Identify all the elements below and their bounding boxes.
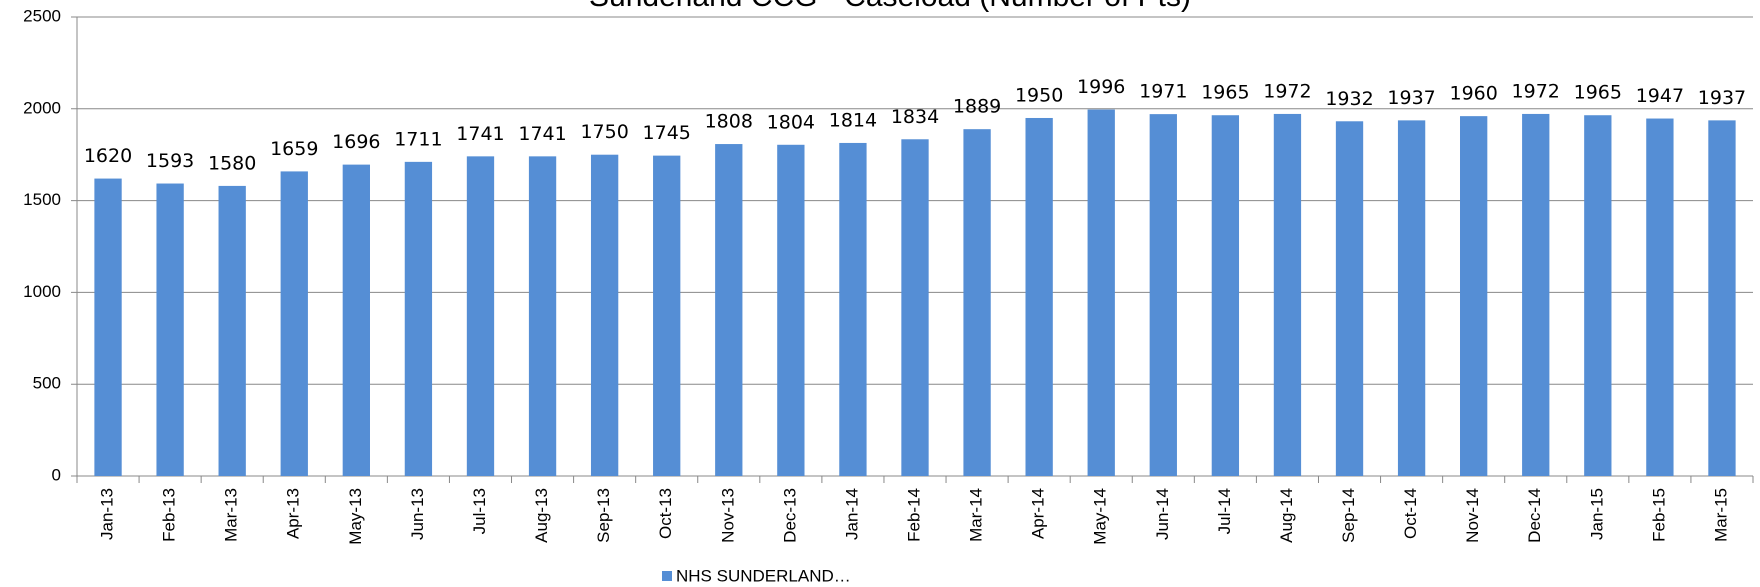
x-tick-label: Jan-13 <box>98 488 117 540</box>
value-label: 1972 <box>1512 80 1560 102</box>
value-label: 1620 <box>84 145 132 167</box>
bar <box>466 156 495 476</box>
value-label: 1745 <box>643 122 691 144</box>
bar <box>901 139 929 477</box>
bar <box>94 178 122 476</box>
x-tick-label: Mar-15 <box>1711 488 1730 542</box>
bar <box>777 144 805 477</box>
bar <box>1025 117 1053 476</box>
bar <box>715 144 743 476</box>
x-tick-label: Dec-14 <box>1525 488 1544 543</box>
bar <box>1460 116 1488 477</box>
bar <box>1397 120 1426 477</box>
x-tick-label: Jul-13 <box>470 488 489 534</box>
x-tick-label: Jun-14 <box>1153 488 1172 540</box>
value-label: 1971 <box>1139 81 1187 103</box>
x-tick-label: Sep-14 <box>1339 488 1358 543</box>
x-tick-label: Jun-13 <box>408 488 427 540</box>
x-tick-label: Oct-14 <box>1401 488 1420 539</box>
x-tick-label: Oct-13 <box>656 488 675 539</box>
x-tick-label: Feb-13 <box>160 488 179 542</box>
value-label: 1580 <box>208 152 256 174</box>
legend-label: NHS SUNDERLAND… <box>676 566 851 585</box>
bar <box>280 171 308 476</box>
y-tick-label: 0 <box>52 465 61 484</box>
bar <box>653 155 681 477</box>
bar <box>1087 109 1115 477</box>
bar <box>156 183 184 476</box>
x-tick-label: Aug-13 <box>532 488 551 543</box>
value-label: 1696 <box>332 131 380 153</box>
value-label: 1932 <box>1325 88 1373 110</box>
y-tick-label: 2500 <box>23 6 61 25</box>
x-tick-label: Feb-15 <box>1649 488 1668 542</box>
bar <box>963 129 991 476</box>
value-label: 1711 <box>394 128 442 150</box>
bar <box>342 164 370 477</box>
bar <box>1149 114 1177 477</box>
bar <box>528 156 557 476</box>
value-label: 1960 <box>1449 83 1497 105</box>
y-tick-label: 500 <box>33 374 61 393</box>
bar <box>1522 113 1550 477</box>
x-tick-label: Jul-14 <box>1215 488 1234 534</box>
x-tick-label: Mar-13 <box>222 488 241 542</box>
value-label: 1750 <box>580 121 628 143</box>
value-label: 1937 <box>1387 87 1435 109</box>
value-label: 1814 <box>829 109 877 131</box>
value-label: 1937 <box>1698 87 1746 109</box>
bar <box>404 161 433 476</box>
x-tick-label: Jan-14 <box>842 488 861 540</box>
bar <box>1584 115 1612 476</box>
legend-swatch <box>662 571 672 581</box>
bar <box>1273 113 1302 477</box>
x-tick-label: Mar-14 <box>967 488 986 542</box>
value-label: 1741 <box>456 123 504 145</box>
value-label: 1965 <box>1201 82 1249 104</box>
bar <box>1646 118 1674 477</box>
value-label: 1996 <box>1077 76 1125 98</box>
x-tick-label: Nov-14 <box>1463 488 1482 543</box>
value-label: 1965 <box>1574 82 1622 104</box>
x-tick-label: Feb-14 <box>904 488 923 542</box>
bar <box>218 185 246 477</box>
bar <box>1335 121 1364 477</box>
value-label: 1972 <box>1263 80 1311 102</box>
x-tick-label: Jan-15 <box>1587 488 1606 540</box>
value-label: 1808 <box>705 111 753 133</box>
value-label: 1593 <box>146 150 194 172</box>
bar <box>590 154 619 476</box>
x-tick-label: May-13 <box>346 488 365 545</box>
value-label: 1741 <box>518 123 566 145</box>
bar <box>1708 120 1736 477</box>
y-tick-label: 2000 <box>23 98 61 117</box>
value-label: 1889 <box>953 96 1001 118</box>
y-tick-label: 1000 <box>23 282 61 301</box>
x-tick-label: Sep-13 <box>594 488 613 543</box>
value-label: 1659 <box>270 138 318 160</box>
bar <box>1211 115 1240 476</box>
x-tick-label: Aug-14 <box>1277 488 1296 543</box>
value-label: 1834 <box>891 106 939 128</box>
x-tick-label: Nov-13 <box>718 488 737 543</box>
bar <box>839 142 867 477</box>
x-tick-label: May-14 <box>1091 488 1110 545</box>
chart-title: Sunderland CCG - Caseload (Number of Pts… <box>589 0 1191 13</box>
value-label: 1950 <box>1015 84 1063 106</box>
y-tick-label: 1500 <box>23 190 61 209</box>
x-tick-label: Dec-13 <box>780 488 799 543</box>
value-label: 1804 <box>767 111 815 133</box>
value-label: 1947 <box>1636 85 1684 107</box>
x-tick-label: Apr-13 <box>284 488 303 539</box>
x-tick-label: Apr-14 <box>1029 488 1048 539</box>
